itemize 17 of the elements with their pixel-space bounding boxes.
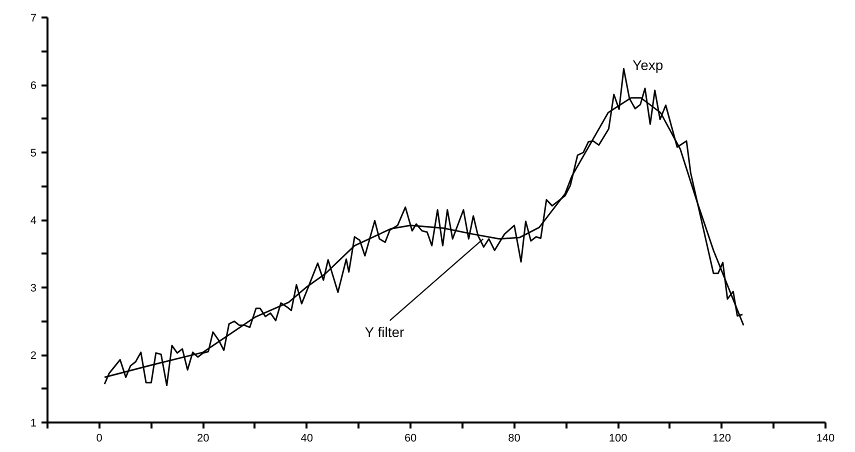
x-tick-label: 0 xyxy=(96,432,102,444)
y-tick-label: 7 xyxy=(30,12,37,24)
y-tick-label: 6 xyxy=(30,80,37,92)
x-tick-label: 140 xyxy=(816,432,835,444)
y-tick-label: 4 xyxy=(30,215,37,227)
y-tick-label: 1 xyxy=(30,418,37,430)
annotation: Yexp xyxy=(632,56,664,73)
x-tick-label: 40 xyxy=(300,432,313,444)
y-tick-label: 5 xyxy=(30,148,37,160)
x-tick-label: 60 xyxy=(404,432,417,444)
x-tick-label: 80 xyxy=(508,432,520,444)
x-tick-label: 100 xyxy=(608,432,628,444)
y-tick-label: 3 xyxy=(30,282,37,294)
x-tick-label: 120 xyxy=(712,432,731,444)
annotation: Y filter xyxy=(364,324,405,340)
x-tick-label: 20 xyxy=(196,432,210,444)
y-tick-label: 2 xyxy=(30,350,37,362)
